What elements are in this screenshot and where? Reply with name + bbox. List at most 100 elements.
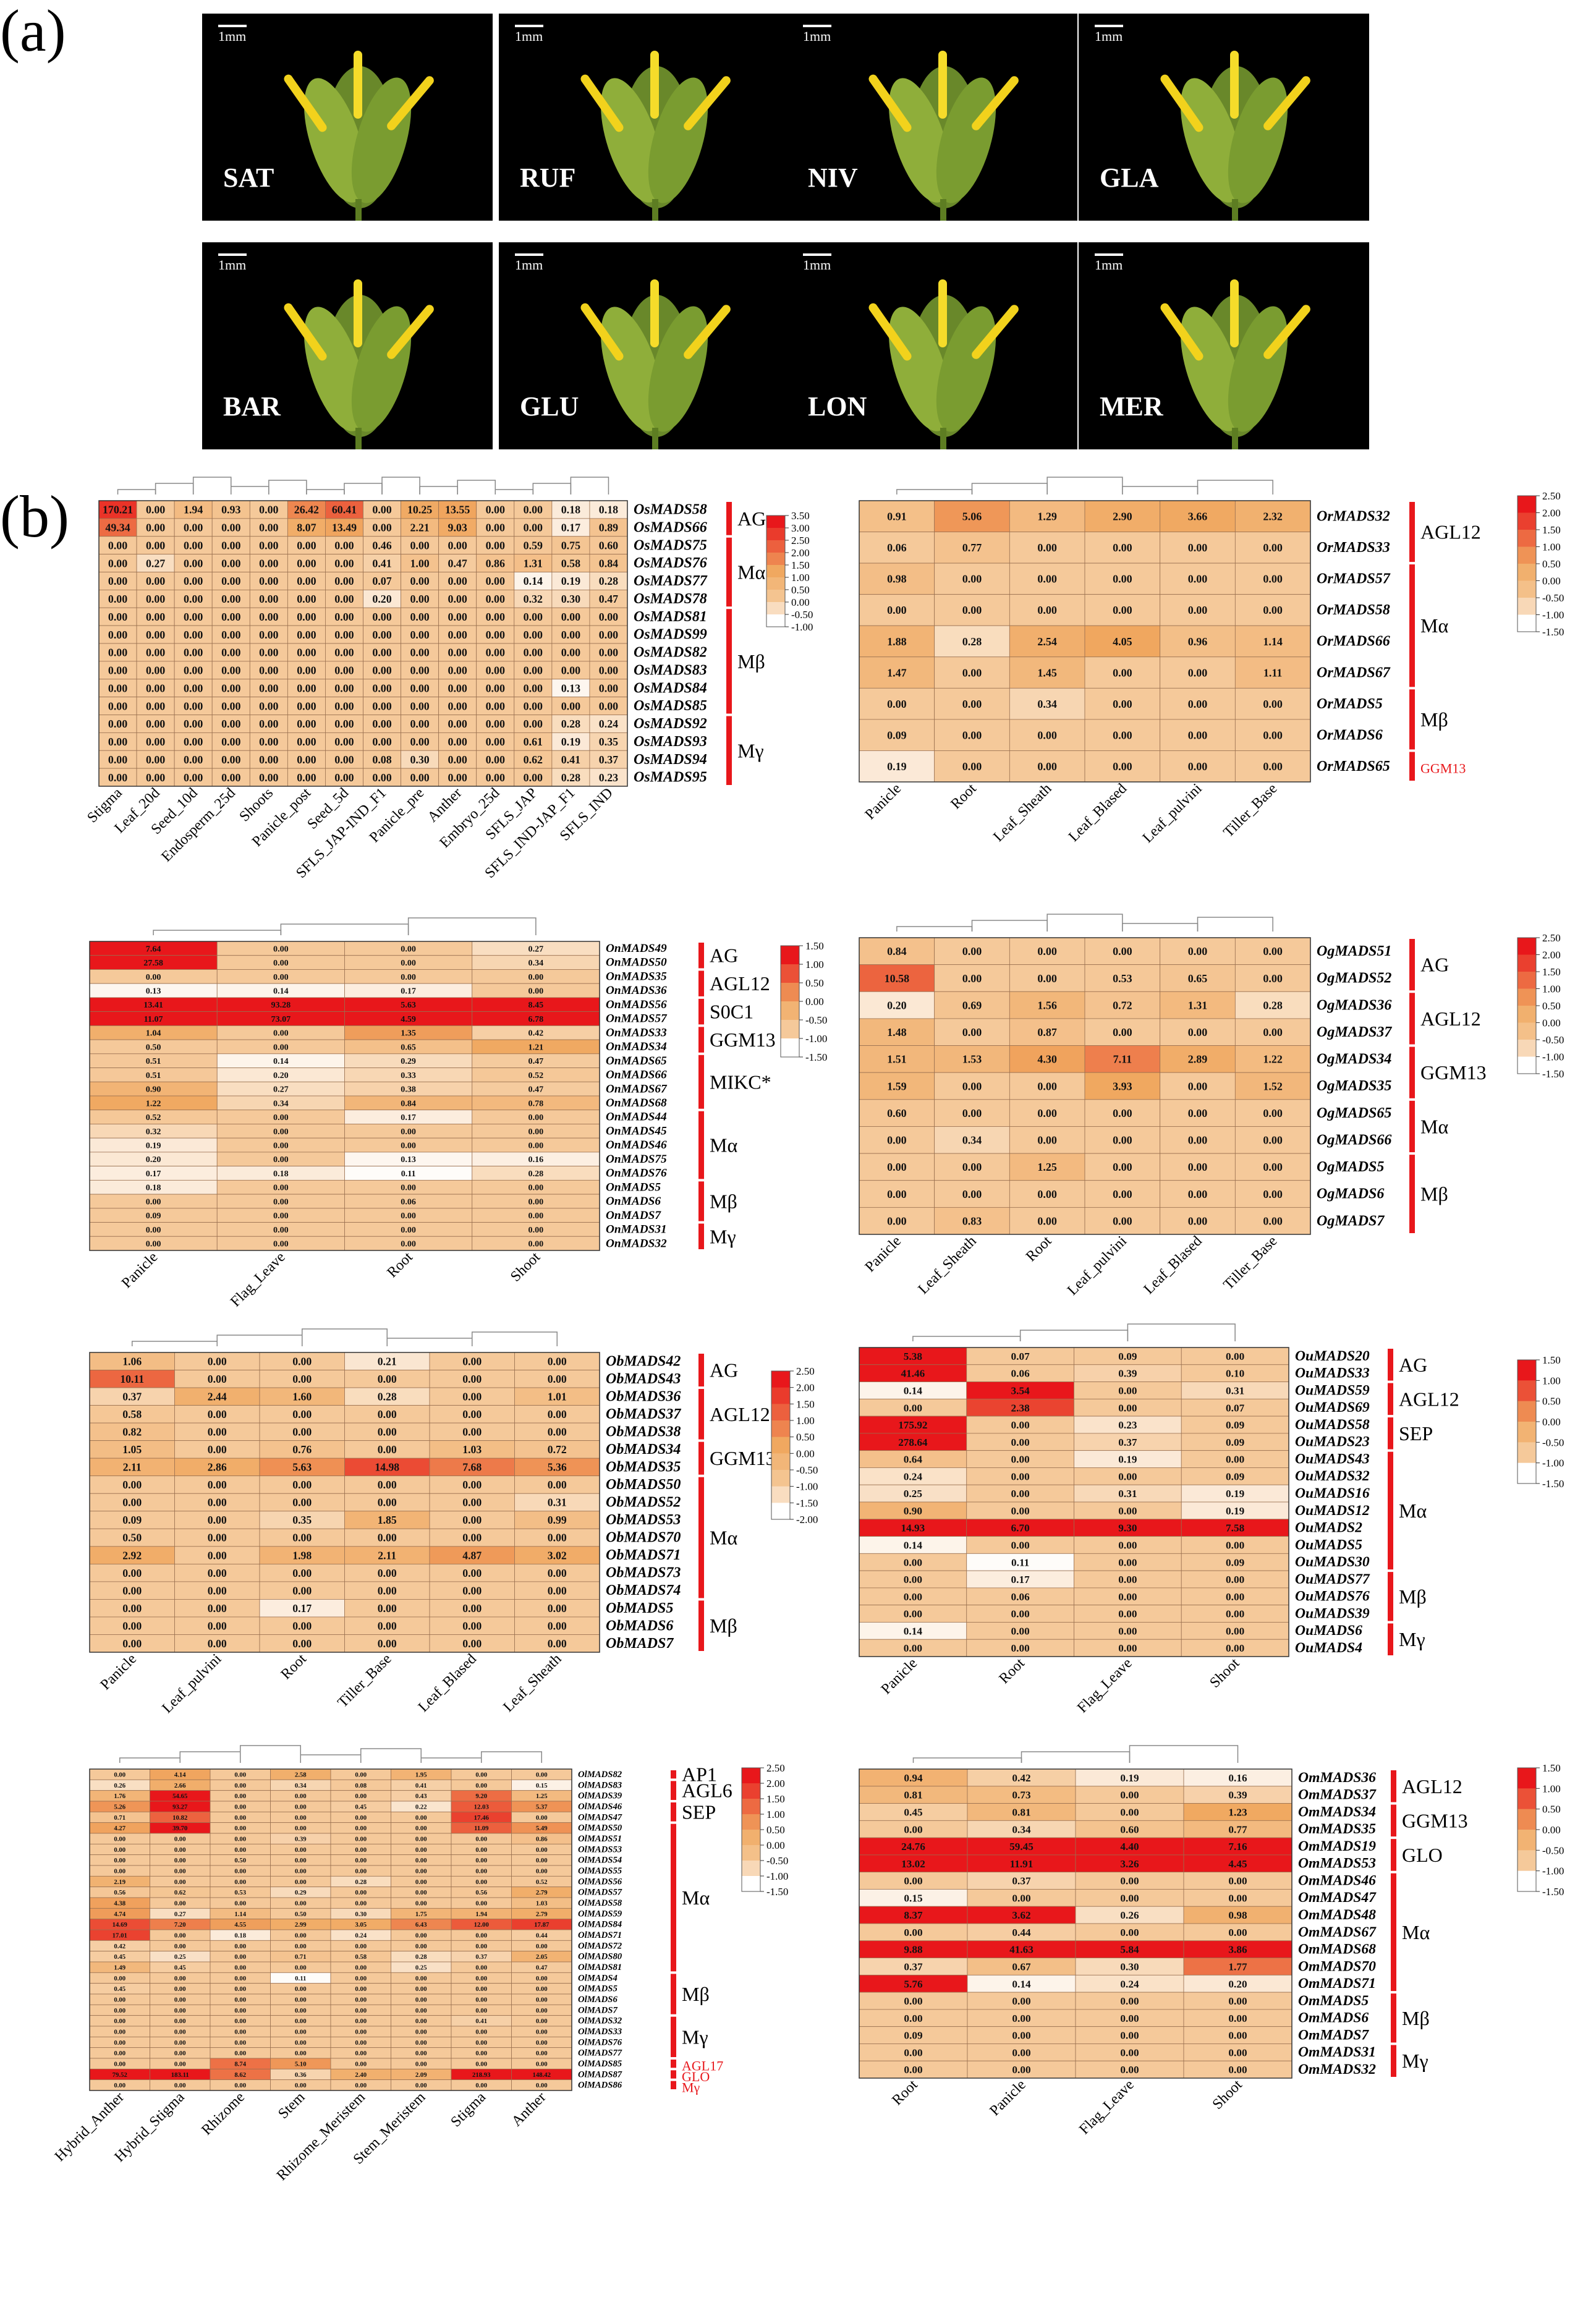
heatmap-cell (551, 679, 590, 698)
dendrogram-branch (896, 489, 973, 494)
cell-value: 73.07 (271, 1014, 291, 1024)
cell-value: 0.00 (146, 575, 165, 587)
cell-value: 0.58 (561, 557, 580, 569)
group-bar (698, 1027, 704, 1053)
cell-value: 0.00 (122, 1496, 142, 1509)
heatmap-cell (287, 750, 326, 769)
cell-value: 0.00 (174, 2060, 186, 2068)
column-label: Anther (509, 2089, 550, 2130)
cell-value: 1.53 (962, 1053, 982, 1066)
cell-value: 0.00 (208, 1602, 227, 1615)
cell-value: 0.00 (1012, 2064, 1030, 2076)
cell-value: 0.17 (561, 522, 580, 534)
cell-value: 0.00 (548, 1373, 567, 1385)
cell-value: 0.00 (528, 972, 544, 982)
legend-tick-label: -1.50 (1542, 1886, 1564, 1898)
row-label: OlMADS57 (578, 1888, 622, 1898)
cell-value: 0.09 (887, 729, 907, 741)
heatmap-cell (136, 679, 175, 698)
cell-value: 0.00 (904, 1875, 922, 1887)
cell-value: 0.00 (208, 1373, 227, 1385)
cell-value: 0.00 (114, 1835, 125, 1843)
cell-value: 0.82 (122, 1426, 142, 1438)
legend-tick-label: 1.50 (796, 1398, 815, 1410)
column-label: Leaf_Blased (1066, 781, 1130, 845)
row-label: OnMADS56 (606, 998, 667, 1011)
cell-value: 0.00 (372, 736, 391, 748)
cell-value: 0.00 (208, 1408, 227, 1420)
cell-value: 0.00 (904, 1927, 922, 1938)
cell-value: 12.00 (474, 1921, 489, 1929)
row-label: OsMADS95 (634, 770, 707, 786)
cell-value: 0.00 (475, 1943, 487, 1950)
heatmap-cell (1234, 1018, 1311, 1046)
cell-value: 0.00 (114, 1996, 125, 2003)
cell-value: 0.00 (184, 593, 203, 605)
cell-value: 17.46 (474, 1814, 490, 1822)
cell-value: 0.00 (259, 504, 278, 516)
heatmap-cell (259, 1352, 345, 1370)
cell-value: 0.00 (1263, 729, 1283, 741)
group-bar (698, 943, 704, 969)
cell-value: 0.00 (448, 700, 467, 712)
dendrogram-branch (407, 917, 537, 935)
legend-tick-label: -1.50 (766, 1886, 788, 1898)
cell-value: 0.60 (887, 1107, 907, 1119)
dendrogram-branch (192, 477, 232, 494)
cell-value: 0.00 (1113, 1215, 1132, 1227)
cell-value: 2.79 (536, 1911, 548, 1918)
cell-value: 0.00 (536, 1996, 548, 2003)
row-label: ObMADS6 (606, 1618, 673, 1634)
cell-value: 0.00 (1011, 1471, 1030, 1482)
row-label: OsMADS83 (634, 662, 707, 678)
cell-value: 8.74 (234, 2060, 246, 2068)
cell-value: 0.00 (108, 557, 127, 569)
legend-swatch (781, 1038, 799, 1058)
heatmap-cell (1084, 532, 1161, 564)
cell-value: 0.99 (548, 1514, 567, 1526)
cell-value: 0.77 (962, 541, 982, 554)
cell-value: 0.00 (273, 944, 289, 954)
cell-value: 0.00 (221, 682, 240, 694)
cell-value: 0.00 (462, 1637, 482, 1650)
row-label: OsMADS77 (634, 573, 708, 589)
legend-swatch (771, 1387, 790, 1404)
heatmap-cell (589, 589, 628, 608)
row-label: OnMADS75 (606, 1153, 667, 1166)
legend-swatch (1517, 1830, 1536, 1851)
heatmap-cell (1234, 1126, 1311, 1154)
cell-value: 0.00 (259, 611, 278, 623)
panel-a-label: (a) (0, 0, 66, 64)
cell-value: 0.00 (448, 771, 467, 784)
cell-value: 0.00 (334, 682, 354, 694)
heatmap-cell (476, 768, 515, 787)
row-label: OrMADS5 (1317, 696, 1383, 712)
legend-tick-label: 2.00 (791, 547, 810, 559)
cell-value: 0.19 (1120, 1772, 1139, 1784)
cell-value: 0.19 (146, 1140, 161, 1150)
cell-value: 93.27 (172, 1803, 188, 1810)
cell-value: 0.42 (528, 1029, 544, 1038)
cell-value: 93.28 (271, 1000, 291, 1010)
heatmap-cell (174, 715, 213, 733)
cell-value: 0.00 (184, 647, 203, 659)
spikelet-image (284, 51, 434, 221)
cell-value: 0.00 (415, 1985, 427, 1993)
cell-value: 0.00 (114, 1975, 125, 1982)
cell-value: 1.51 (887, 1053, 907, 1066)
cell-value: 0.00 (1118, 1642, 1137, 1654)
cell-value: 0.00 (1011, 1437, 1030, 1448)
heatmap-cell (859, 1099, 935, 1127)
group-label: Mβ (737, 650, 765, 673)
cell-value: 0.00 (273, 1239, 289, 1249)
cell-value: 0.00 (486, 664, 505, 677)
cell-value: 1.48 (887, 1026, 907, 1038)
cell-value: 0.00 (221, 557, 240, 569)
cell-value: 2.11 (123, 1461, 142, 1474)
cell-value: 0.00 (1228, 2047, 1247, 2058)
legend-tick-label: -2.00 (796, 1514, 818, 1526)
heatmap-cell (287, 607, 326, 626)
heatmap-cell (174, 589, 213, 608)
heatmap-cell (429, 1511, 515, 1529)
cell-value: 0.00 (1118, 1385, 1137, 1396)
